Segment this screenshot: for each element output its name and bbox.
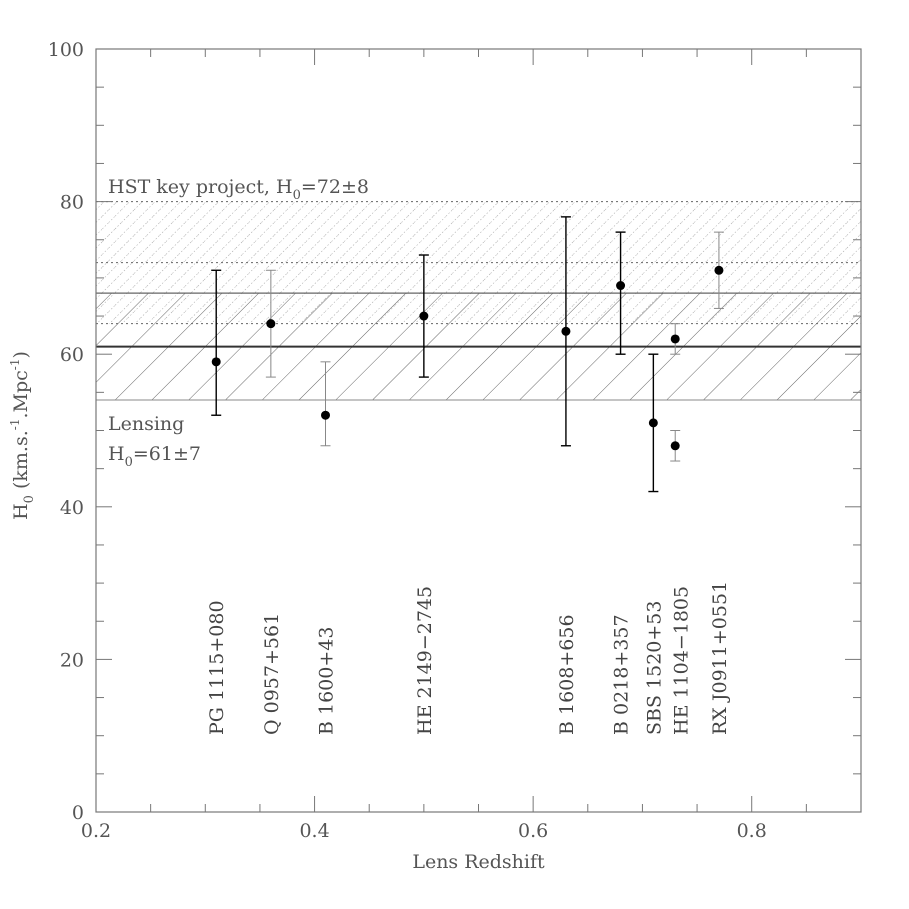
y-axis-label: H0 (km.s.-1.Mpc-1) <box>8 351 37 520</box>
bands-layer <box>96 172 861 470</box>
data-point <box>321 410 330 420</box>
lensing-band-label: Lensing <box>108 413 184 435</box>
hst-label-bg <box>103 172 435 198</box>
x-tick-label: 0.4 <box>299 820 329 842</box>
data-point <box>561 326 571 336</box>
lens-name-label: B 1608+656 <box>556 614 578 735</box>
x-axis-label: Lens Redshift <box>412 851 545 873</box>
data-point <box>714 265 724 275</box>
lens-name-label: Q 0957+561 <box>261 613 283 735</box>
lens-name-label: HE 2149−2745 <box>414 586 436 735</box>
data-point <box>616 281 626 291</box>
x-tick-label: 0.2 <box>81 820 111 842</box>
lens-name-label: PG 1115+080 <box>206 600 228 735</box>
y-tick-label: 20 <box>60 649 84 671</box>
y-tick-label: 40 <box>60 497 84 519</box>
data-point <box>419 311 429 321</box>
lens-name-label: HE 1104−1805 <box>671 586 693 735</box>
hst-band <box>96 201 861 324</box>
lens-name-label: B 0218+357 <box>611 614 633 735</box>
labels-layer: 0.2 0.4 0.6 0.8 0 20 40 60 80 100 Lens Redshift H0 … <box>8 39 767 873</box>
hst-band-label: HST key project, H0=72±8 <box>108 176 369 203</box>
data-point <box>670 334 680 344</box>
y-tick-label: 100 <box>48 39 84 61</box>
lens-name-label: SBS 1520+53 <box>643 601 665 735</box>
y-tick-label: 80 <box>60 192 84 214</box>
lens-name-label: RX J0911+0551 <box>709 581 731 735</box>
data-point <box>211 357 221 367</box>
lensing-band-value: H0=61±7 <box>108 443 201 470</box>
data-point <box>670 441 680 451</box>
data-point <box>648 418 658 428</box>
lens-name-label: B 1600+43 <box>316 627 338 735</box>
lensing-label-bg <box>103 408 223 470</box>
data-point <box>266 319 276 329</box>
marks-layer <box>211 216 724 493</box>
ticks-layer <box>95 48 862 813</box>
x-tick-label: 0.8 <box>737 820 767 842</box>
y-tick-label: 60 <box>60 344 84 366</box>
x-tick-label: 0.6 <box>518 820 548 842</box>
y-tick-label: 0 <box>72 802 84 824</box>
